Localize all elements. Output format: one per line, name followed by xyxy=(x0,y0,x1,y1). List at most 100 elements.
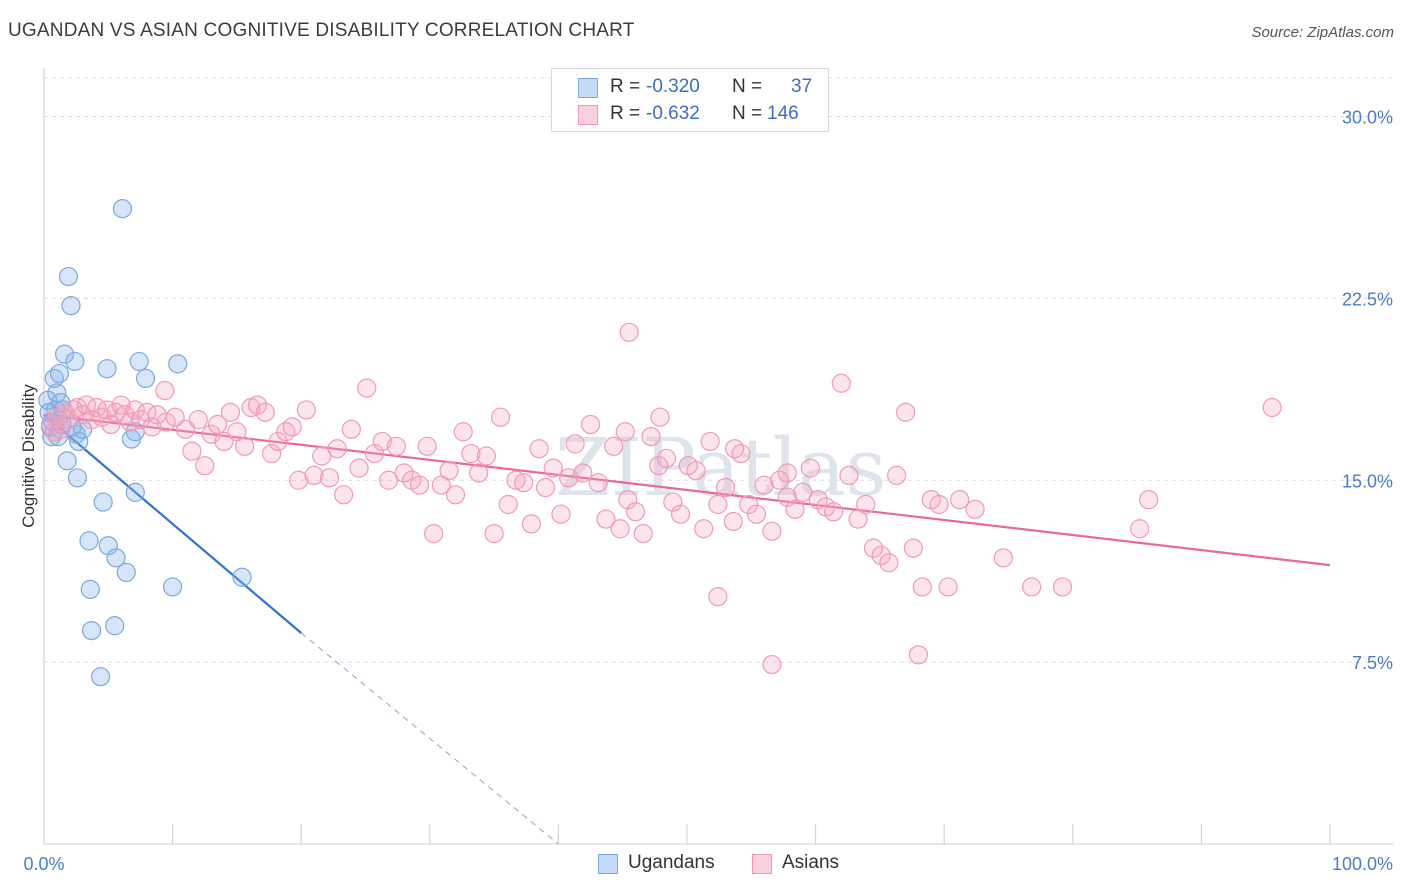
n-label: N = xyxy=(732,76,763,97)
asians-point xyxy=(208,414,228,435)
asians-point xyxy=(142,417,162,437)
asians-point xyxy=(746,504,767,524)
asians-point xyxy=(762,654,782,675)
asians-point xyxy=(580,414,601,435)
asians-point xyxy=(993,548,1013,568)
asians-point xyxy=(514,473,534,493)
asians-point xyxy=(125,400,145,420)
asians-point xyxy=(724,439,745,459)
asians-point xyxy=(364,443,385,464)
asians-point xyxy=(394,463,414,483)
stats-legend: R = -0.320 N = 37 R = -0.632 N = 146 xyxy=(551,68,829,132)
asians-point xyxy=(777,487,797,507)
asians-point xyxy=(101,414,121,435)
asians-point xyxy=(762,521,782,541)
ugandans-trend-line xyxy=(43,413,302,634)
asians-point xyxy=(777,463,797,483)
asians-point xyxy=(619,322,639,342)
asians-point xyxy=(739,494,759,515)
asians-point xyxy=(255,402,275,422)
ugandans-point xyxy=(129,351,149,372)
asians-point xyxy=(650,407,670,427)
asians-point xyxy=(656,448,677,469)
ugandans-point xyxy=(105,616,125,636)
ugandans-point xyxy=(112,199,133,219)
asians-point xyxy=(615,422,635,442)
asians-point xyxy=(319,468,340,488)
ugandans-trend-extension xyxy=(300,632,559,845)
asians-point xyxy=(372,431,392,452)
asians-point xyxy=(214,431,234,452)
asians-label: Asians xyxy=(782,852,840,873)
asians-point xyxy=(268,431,288,452)
trend-lines xyxy=(43,413,1331,845)
asians-point xyxy=(839,465,859,485)
asians-point xyxy=(296,400,316,420)
axes xyxy=(43,68,1393,845)
asians-point xyxy=(461,443,481,464)
asians-point xyxy=(521,514,541,534)
asians-point xyxy=(938,577,958,597)
asians-point xyxy=(596,509,616,529)
asians-point xyxy=(708,494,728,515)
ugandans-point xyxy=(47,383,67,403)
asians-point xyxy=(188,410,208,430)
asians-point xyxy=(1022,577,1042,597)
asians-point xyxy=(856,494,876,515)
asians-trend-line xyxy=(43,413,1331,567)
ugandans-point xyxy=(69,431,89,452)
y-tick-label: 15.0% xyxy=(1342,471,1393,491)
asians-point xyxy=(824,502,844,522)
asians-point xyxy=(573,463,593,483)
ugandans-label: Ugandans xyxy=(628,852,715,873)
r-value: -0.320 xyxy=(646,76,700,97)
asians-point xyxy=(111,395,131,415)
ugandans-point xyxy=(106,548,126,568)
asians-point xyxy=(535,477,556,498)
asians-point xyxy=(1139,490,1159,510)
asians-point xyxy=(610,519,630,539)
y-axis-label: Cognitive Disability xyxy=(19,384,38,528)
asians-point xyxy=(863,538,884,558)
legend-row-asians: R = -0.632 N = 146 xyxy=(552,102,828,128)
n-value: 37 xyxy=(791,76,813,97)
ugandans-point xyxy=(135,368,156,388)
asians-point xyxy=(175,419,196,439)
asians-point xyxy=(625,502,646,522)
asians-point xyxy=(618,490,638,510)
asians-point xyxy=(565,434,585,454)
ugandans-point xyxy=(54,344,75,364)
asians-point xyxy=(282,417,302,437)
asians-point xyxy=(604,436,624,456)
ugandans-point xyxy=(67,468,88,488)
asians-point xyxy=(700,431,720,452)
asians-point xyxy=(793,482,813,502)
asians-point xyxy=(235,436,255,456)
asians-point xyxy=(715,477,736,498)
ugandans-point xyxy=(116,562,136,583)
asians-point xyxy=(195,456,215,476)
asians-point xyxy=(694,519,714,539)
asians-point xyxy=(903,538,923,558)
asians-point xyxy=(912,577,932,597)
asians-point xyxy=(334,485,354,505)
asians-point xyxy=(262,443,282,464)
asians-point xyxy=(529,439,549,459)
ugandans-point xyxy=(90,667,111,687)
asians-point xyxy=(289,470,309,490)
asians-point xyxy=(686,460,706,481)
ugandans-swatch xyxy=(578,78,598,98)
asians-point xyxy=(357,378,377,398)
asians-swatch xyxy=(752,854,772,874)
asians-point xyxy=(304,465,324,485)
ugandans-point xyxy=(80,579,100,599)
y-tick-label: 30.0% xyxy=(1342,108,1393,128)
asians-point xyxy=(708,587,728,607)
asians-point xyxy=(379,470,399,490)
asians-point xyxy=(220,402,241,422)
source-label: Source: ZipAtlas.com xyxy=(1251,24,1394,41)
asians-point xyxy=(887,465,907,485)
watermark: ZIPatlas xyxy=(555,421,887,514)
x-tick-label: 100.0% xyxy=(1332,854,1393,874)
